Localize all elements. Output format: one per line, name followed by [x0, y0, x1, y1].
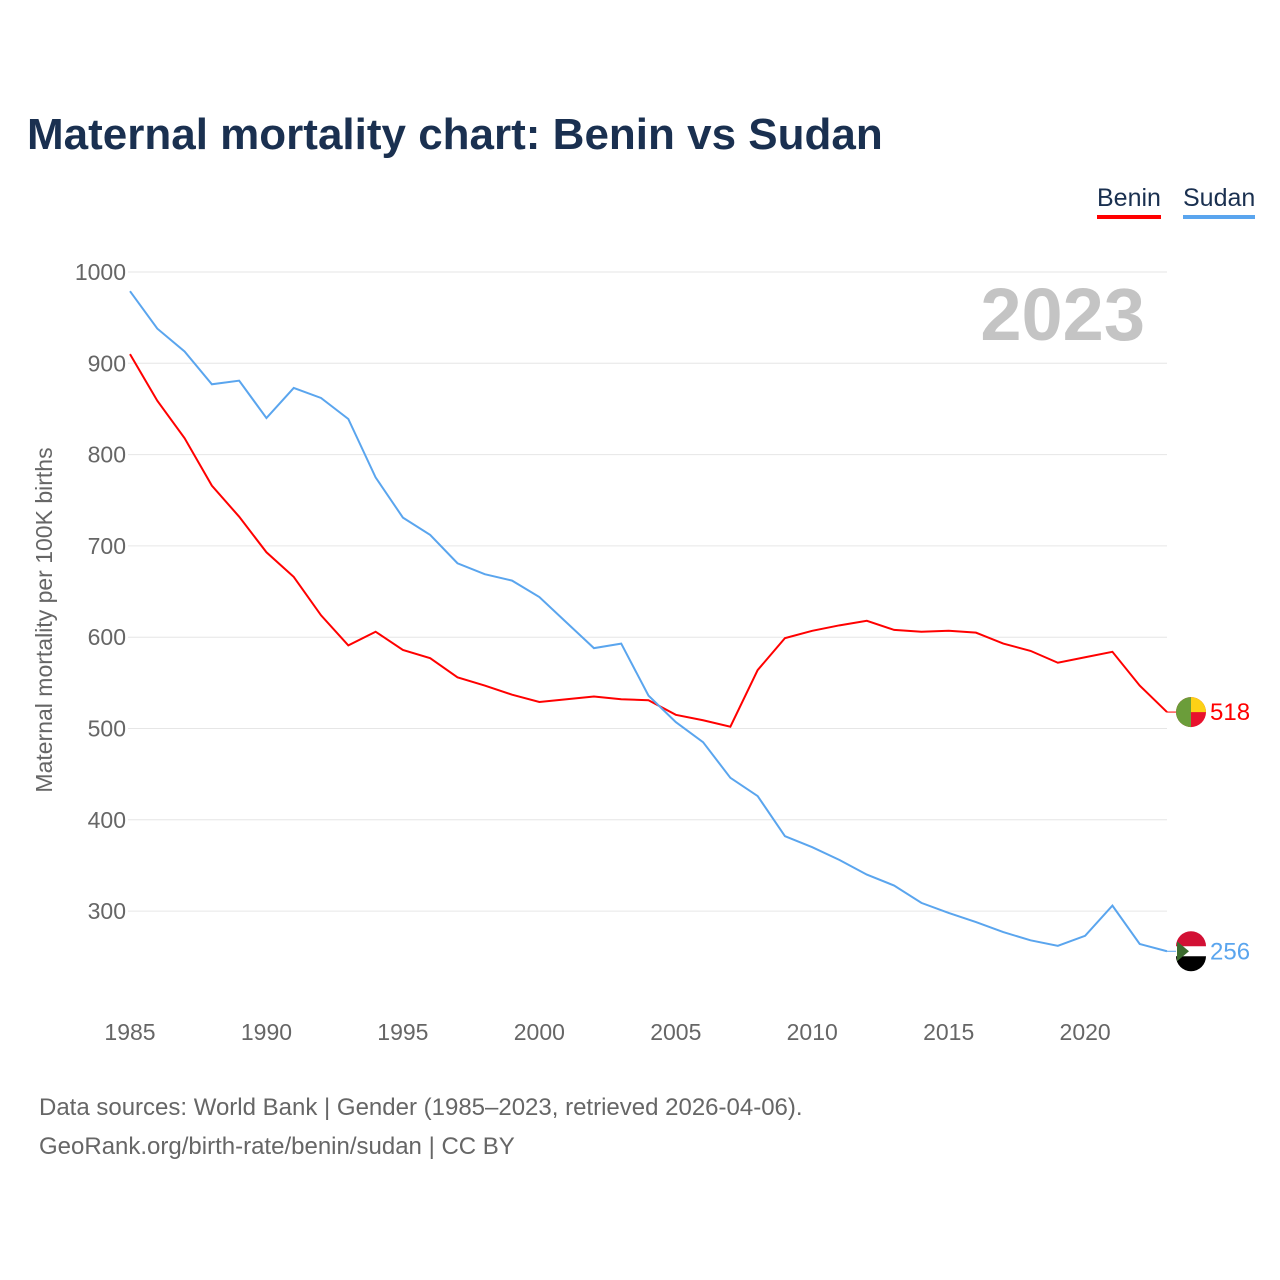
flag-part — [1176, 931, 1206, 947]
source-note: Data sources: World Bank | Gender (1985–… — [39, 1088, 803, 1166]
x-tick-label: 2000 — [514, 1019, 565, 1045]
x-tick-label: 2020 — [1060, 1019, 1111, 1045]
y-tick-label: 600 — [88, 624, 126, 650]
y-tick-label: 400 — [88, 807, 126, 833]
source-line-1: Data sources: World Bank | Gender (1985–… — [39, 1094, 803, 1121]
y-tick-label: 900 — [88, 350, 126, 376]
flag-part — [1176, 697, 1191, 728]
chart-title: Maternal mortality chart: Benin vs Sudan — [27, 110, 883, 159]
end-value-label: 518 — [1210, 699, 1250, 726]
x-tick-label: 2010 — [787, 1019, 838, 1045]
flag-part — [1191, 697, 1206, 713]
x-tick-label: 1985 — [104, 1019, 155, 1045]
source-line-2: GeoRank.org/birth-rate/benin/sudan | CC … — [39, 1133, 515, 1160]
y-tick-label: 700 — [88, 533, 126, 559]
legend-sudan[interactable]: Sudan — [1183, 184, 1256, 219]
end-value-label: 256 — [1210, 938, 1250, 965]
year-label: 2023 — [980, 273, 1145, 356]
x-tick-label: 1995 — [377, 1019, 428, 1045]
series-line-sudan — [129, 290, 1168, 953]
x-tick-label: 2005 — [650, 1019, 701, 1045]
legend-benin[interactable]: Benin — [1097, 184, 1161, 219]
y-axis-label: Maternal mortality per 100K births — [31, 447, 57, 792]
series-line-benin — [129, 353, 1168, 728]
flag-part — [1177, 941, 1189, 962]
flag-part — [1176, 956, 1206, 972]
x-tick-label: 1990 — [241, 1019, 292, 1045]
y-tick-label: 800 — [88, 442, 126, 468]
x-tick-label: 2015 — [923, 1019, 974, 1045]
y-tick-label: 300 — [88, 898, 126, 924]
y-tick-label: 1000 — [75, 259, 126, 285]
y-tick-label: 500 — [88, 716, 126, 742]
